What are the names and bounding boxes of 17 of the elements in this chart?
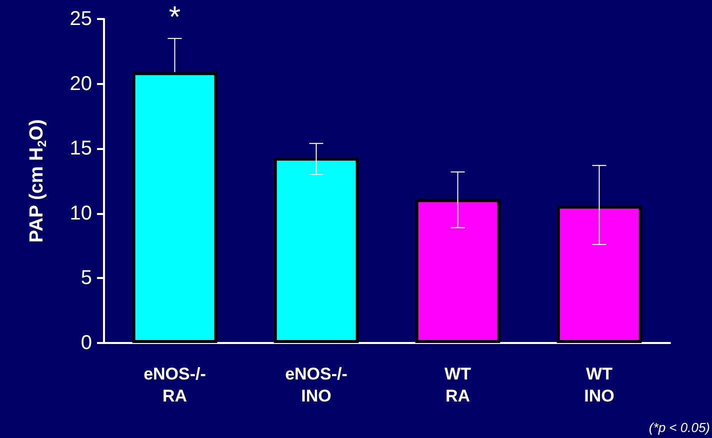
y-tick-label: 0 — [80, 332, 92, 354]
y-tick-label: 10 — [70, 202, 92, 224]
x-tick-label: WT INO — [584, 364, 614, 406]
x-tick-label: WT RA — [444, 364, 472, 406]
annotation: * — [168, 0, 181, 34]
y-axis-title: PAP (cm H2O) — [26, 119, 49, 243]
bar — [556, 206, 642, 343]
x-tick-label: eNOS-/- INO — [285, 364, 348, 406]
bar — [415, 199, 500, 343]
text: (*p < 0.05) — [648, 420, 710, 435]
x-tick-label: eNOS-/- RA — [144, 364, 206, 406]
bar — [132, 72, 218, 343]
bar — [274, 158, 359, 343]
y-tick-label: 15 — [70, 138, 92, 160]
y-tick-label: 5 — [80, 267, 92, 290]
y-tick-label: 25 — [70, 8, 92, 30]
y-tick-label: 20 — [70, 72, 92, 95]
